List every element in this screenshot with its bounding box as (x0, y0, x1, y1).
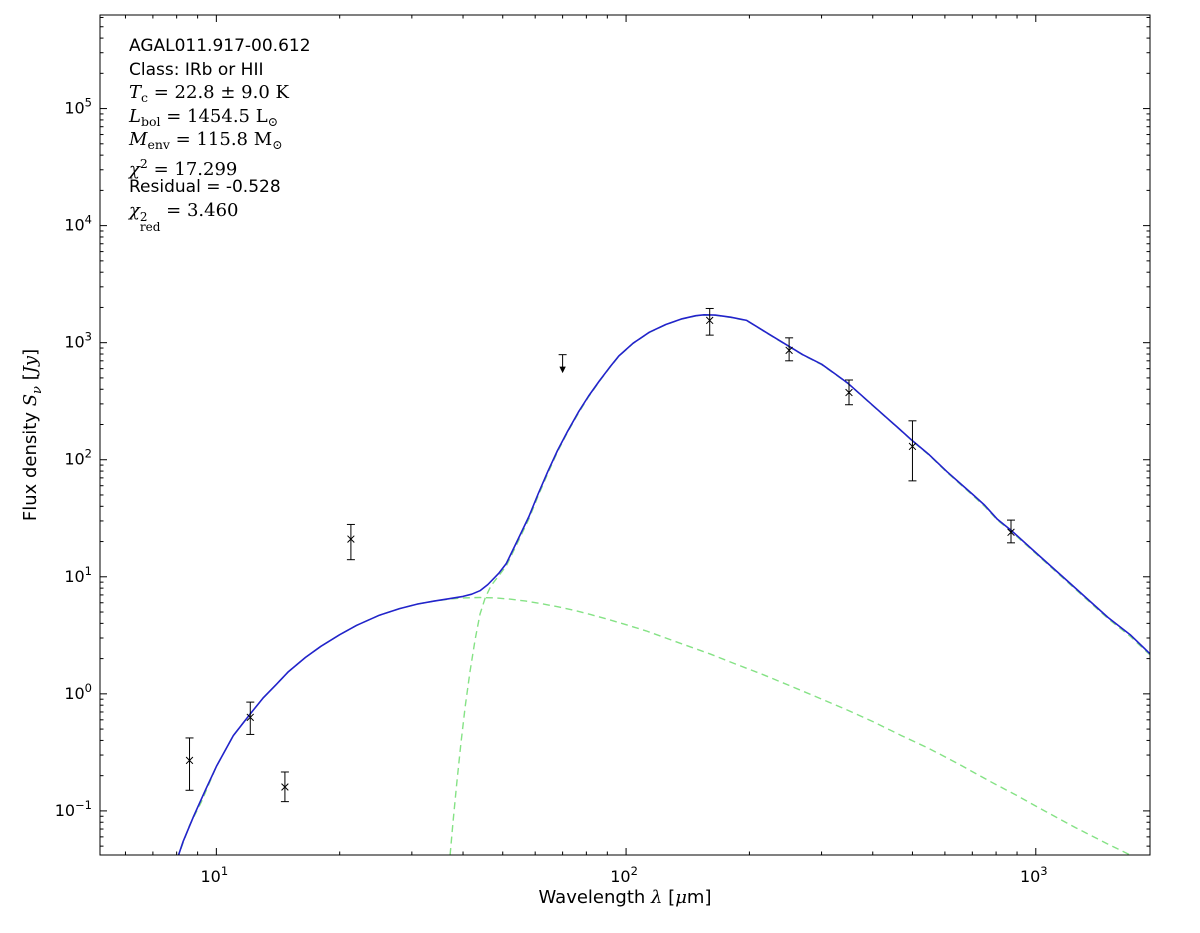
photometry-point (346, 523, 355, 561)
photometry-point (785, 337, 794, 362)
total-fit-curve (177, 314, 1150, 855)
sup-sub-stack: 2 red (139, 209, 161, 234)
text-segment: ⊙ (267, 113, 279, 129)
text-segment: 2 (139, 155, 148, 171)
x-marker (347, 535, 355, 543)
text-segment: L (129, 105, 141, 127)
chi-squared: χ2 = 17.299 (129, 152, 311, 180)
y-axis-label: Flux density Sν [Jy] (20, 349, 45, 521)
x-marker (185, 756, 194, 765)
axis-ticks (100, 15, 1150, 855)
photometry-points (185, 307, 1016, 803)
envelope-mass: Menv = 115.8 M⊙ (129, 128, 311, 152)
text-segment: AGAL011.917-00.612 (129, 36, 311, 56)
dust-temperature: Tc = 22.8 ± 9.0 K (129, 81, 311, 105)
residual: Residual = -0.528 (129, 175, 311, 199)
cold-component-curve (449, 314, 1150, 855)
photometry-point (1007, 519, 1016, 544)
y-tick-label: 101 (64, 564, 92, 586)
y-tick-label: 10−1 (55, 798, 92, 820)
x-axis-label: Wavelength λ [μm] (539, 887, 712, 908)
x-marker (246, 713, 255, 722)
text-segment: Residual = -0.528 (129, 177, 281, 197)
photometry-point (705, 307, 714, 336)
text-segment: Class: IRb or HII (129, 59, 264, 80)
text-segment: χ (129, 158, 140, 180)
x-marker (908, 442, 917, 451)
y-tick-label: 100 (64, 681, 92, 703)
text-segment: = 22.8 ± 9.0 K (148, 82, 289, 103)
annotation-block: AGAL011.917-00.612 Class: IRb or HII Tc = … (129, 34, 311, 233)
source-name: AGAL011.917-00.612 (129, 34, 311, 58)
x-tick-label: 103 (1020, 864, 1048, 886)
text-segment: c (141, 90, 149, 105)
photometry-point (246, 701, 255, 735)
text-segment: ⊙ (272, 137, 283, 152)
text-segment: bol (140, 113, 161, 129)
x-marker (1007, 528, 1015, 537)
text-segment: env (147, 137, 170, 152)
photometry-point (185, 737, 194, 791)
x-tick-label: 102 (610, 864, 638, 886)
x-marker (785, 346, 793, 355)
photometry-point (908, 420, 917, 482)
text-segment: χ (129, 199, 140, 221)
x-marker (281, 783, 289, 791)
y-tick-label: 102 (64, 447, 92, 469)
x-tick-label: 101 (201, 864, 229, 886)
photometry-point (844, 379, 853, 406)
bolometric-luminosity: Lbol = 1454.5 L⊙ (129, 105, 311, 129)
x-marker (705, 316, 714, 325)
model-curves (177, 314, 1150, 855)
text-segment: T (129, 82, 142, 103)
tick-labels: 101 102 103 10−1 100 101 102 103 104 105 (55, 96, 1048, 886)
class-line: Class: IRb or HII (129, 58, 311, 82)
photometry-point (280, 771, 289, 803)
text-segment: = 1454.5 L (160, 105, 268, 127)
y-tick-label: 105 (64, 96, 92, 118)
y-tick-label: 103 (64, 330, 92, 352)
plot-frame (99, 14, 1151, 856)
text-segment: = 17.299 (147, 158, 238, 180)
y-tick-label: 104 (64, 213, 92, 235)
chi-squared-reduced: χ 2 red = 3.460 (129, 199, 311, 233)
warm-component-curve (177, 596, 1132, 855)
photometry-point (558, 354, 567, 374)
text-segment: = 115.8 M (169, 129, 273, 150)
x-marker (845, 388, 853, 397)
upper-limit-arrow (559, 366, 566, 374)
text-segment: M (129, 129, 148, 150)
text-segment: = 3.460 (160, 199, 239, 221)
